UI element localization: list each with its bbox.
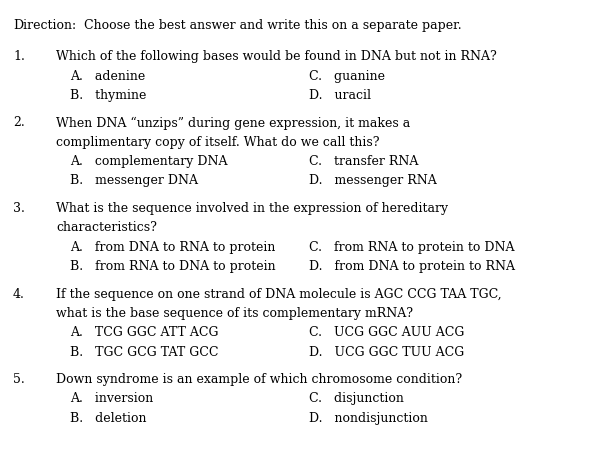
Text: D.   nondisjunction: D. nondisjunction xyxy=(309,411,428,424)
Text: 1.: 1. xyxy=(13,50,25,63)
Text: characteristics?: characteristics? xyxy=(56,221,157,234)
Text: Choose the best answer and write this on a separate paper.: Choose the best answer and write this on… xyxy=(68,19,462,32)
Text: A.   TCG GGC ATT ACG: A. TCG GGC ATT ACG xyxy=(70,325,219,338)
Text: 3.: 3. xyxy=(13,202,25,214)
Text: Direction:: Direction: xyxy=(13,19,76,32)
Text: complimentary copy of itself. What do we call this?: complimentary copy of itself. What do we… xyxy=(56,135,380,148)
Text: When DNA “unzips” during gene expression, it makes a: When DNA “unzips” during gene expression… xyxy=(56,116,410,129)
Text: If the sequence on one strand of DNA molecule is AGC CCG TAA TGC,: If the sequence on one strand of DNA mol… xyxy=(56,287,502,300)
Text: A.   from DNA to RNA to protein: A. from DNA to RNA to protein xyxy=(70,240,276,253)
Text: B.   TGC GCG TAT GCC: B. TGC GCG TAT GCC xyxy=(70,345,219,358)
Text: What is the sequence involved in the expression of hereditary: What is the sequence involved in the exp… xyxy=(56,202,448,214)
Text: D.   messenger RNA: D. messenger RNA xyxy=(309,174,437,187)
Text: A.   complementary DNA: A. complementary DNA xyxy=(70,155,228,168)
Text: C.   from RNA to protein to DNA: C. from RNA to protein to DNA xyxy=(309,240,514,253)
Text: C.   guanine: C. guanine xyxy=(309,69,385,82)
Text: C.   transfer RNA: C. transfer RNA xyxy=(309,155,418,168)
Text: B.   messenger DNA: B. messenger DNA xyxy=(70,174,198,187)
Text: what is the base sequence of its complementary mRNA?: what is the base sequence of its complem… xyxy=(56,306,413,319)
Text: D.   uracil: D. uracil xyxy=(309,89,371,101)
Text: B.   deletion: B. deletion xyxy=(70,411,147,424)
Text: D.   from DNA to protein to RNA: D. from DNA to protein to RNA xyxy=(309,259,515,272)
Text: 2.: 2. xyxy=(13,116,25,129)
Text: C.   UCG GGC AUU ACG: C. UCG GGC AUU ACG xyxy=(309,325,465,338)
Text: 4.: 4. xyxy=(13,287,25,300)
Text: Down syndrome is an example of which chromosome condition?: Down syndrome is an example of which chr… xyxy=(56,372,463,385)
Text: D.   UCG GGC TUU ACG: D. UCG GGC TUU ACG xyxy=(309,345,464,358)
Text: C.   disjunction: C. disjunction xyxy=(309,392,404,404)
Text: A.   adenine: A. adenine xyxy=(70,69,146,82)
Text: 5.: 5. xyxy=(13,372,25,385)
Text: B.   thymine: B. thymine xyxy=(70,89,147,101)
Text: B.   from RNA to DNA to protein: B. from RNA to DNA to protein xyxy=(70,259,276,272)
Text: A.   inversion: A. inversion xyxy=(70,392,153,404)
Text: Which of the following bases would be found in DNA but not in RNA?: Which of the following bases would be fo… xyxy=(56,50,497,63)
